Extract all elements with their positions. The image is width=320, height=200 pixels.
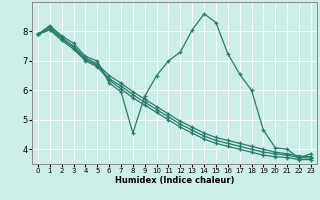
- X-axis label: Humidex (Indice chaleur): Humidex (Indice chaleur): [115, 176, 234, 185]
